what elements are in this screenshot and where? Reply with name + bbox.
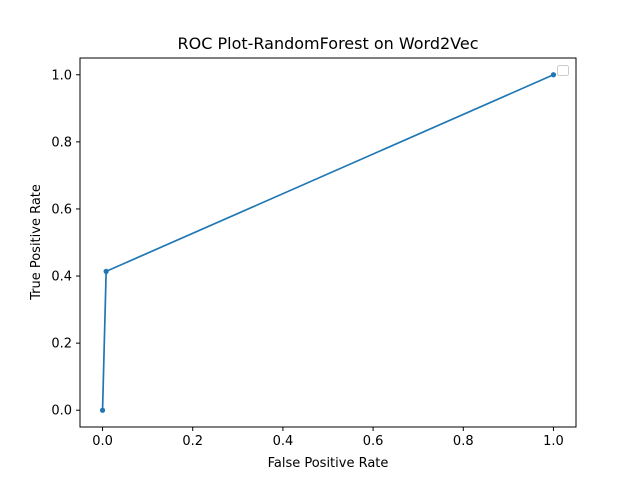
- legend-box: [557, 65, 569, 76]
- y-tick-label: 0.2: [51, 337, 72, 352]
- y-tick-label: 1.0: [51, 68, 72, 83]
- y-tick-label: 0.0: [51, 404, 72, 419]
- y-tick-label: 0.8: [51, 135, 72, 150]
- chart-title: ROC Plot-RandomForest on Word2Vec: [178, 34, 479, 53]
- x-tick-label: 1.0: [543, 434, 564, 449]
- data-point-1: [103, 268, 109, 274]
- plot-area: [79, 57, 577, 428]
- data-point-2: [550, 72, 557, 78]
- axes-frame: [79, 57, 577, 428]
- x-tick-label: 0.4: [273, 434, 294, 449]
- x-tick-label: 0.8: [453, 434, 474, 449]
- data-point-0: [99, 407, 106, 413]
- x-axis-label: False Positive Rate: [268, 456, 389, 471]
- y-axis-label: True Positive Rate: [29, 184, 44, 301]
- y-axis-ticks: 0.0 0.2 0.4 0.6 0.8 1.0: [51, 68, 80, 419]
- y-tick-label: 0.4: [51, 270, 72, 285]
- x-tick-label: 0.2: [182, 434, 203, 449]
- x-axis-ticks: 0.0 0.2 0.4 0.6 0.8 1.0: [92, 427, 564, 449]
- x-tick-label: 0.6: [363, 434, 384, 449]
- x-tick-label: 0.0: [92, 434, 113, 449]
- y-tick-label: 0.6: [51, 202, 72, 217]
